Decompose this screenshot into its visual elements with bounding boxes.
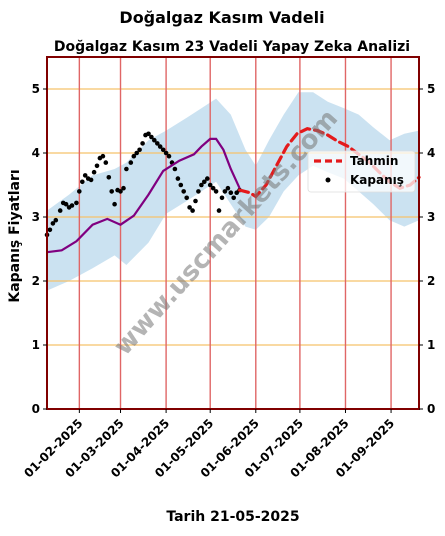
y-tick-label: 1 bbox=[32, 338, 40, 352]
y-tick-label-right: 5 bbox=[427, 82, 435, 96]
close-point bbox=[157, 144, 163, 149]
legend-box bbox=[307, 150, 416, 193]
close-point bbox=[172, 166, 178, 172]
close-point bbox=[207, 182, 213, 188]
y-axis-left: 0 1 2 3 4 5 bbox=[32, 82, 47, 416]
close-point bbox=[53, 217, 59, 223]
close-point bbox=[205, 176, 210, 181]
close-point bbox=[146, 131, 151, 137]
y-axis-right: 0 1 2 3 4 5 bbox=[419, 82, 435, 416]
close-point bbox=[175, 176, 181, 181]
close-point bbox=[131, 153, 137, 159]
close-point bbox=[63, 201, 69, 207]
close-point bbox=[199, 182, 204, 188]
y-tick-label-right: 4 bbox=[427, 146, 435, 160]
close-point bbox=[57, 208, 63, 213]
close-point bbox=[112, 201, 117, 207]
y-axis-label: Kapanış Fiyatları bbox=[7, 169, 23, 302]
confidence-band bbox=[47, 92, 419, 291]
close-point bbox=[118, 189, 123, 194]
close-point bbox=[109, 189, 114, 194]
close-point bbox=[196, 189, 201, 194]
close-point bbox=[134, 150, 139, 156]
close-point bbox=[80, 179, 85, 185]
close-point bbox=[77, 189, 82, 194]
close-point bbox=[103, 160, 109, 165]
y-tick-label: 3 bbox=[32, 210, 40, 224]
legend-close-swatch bbox=[325, 177, 331, 183]
close-point bbox=[140, 141, 145, 146]
close-point bbox=[47, 227, 53, 233]
y-tick-label-right: 0 bbox=[427, 402, 435, 416]
close-point bbox=[128, 160, 134, 165]
close-point bbox=[181, 189, 186, 194]
close-point bbox=[178, 182, 184, 188]
grid-lines bbox=[47, 57, 419, 409]
close-point bbox=[231, 195, 236, 201]
close-point bbox=[210, 185, 216, 191]
close-point bbox=[193, 198, 198, 204]
y-tick-label-right: 2 bbox=[427, 274, 435, 288]
close-point bbox=[91, 169, 97, 175]
close-point bbox=[94, 163, 100, 169]
close-point bbox=[219, 195, 225, 201]
close-point bbox=[166, 153, 172, 159]
close-point bbox=[187, 205, 192, 210]
close-point bbox=[106, 175, 112, 180]
close-point bbox=[222, 189, 228, 194]
close-point bbox=[74, 200, 79, 206]
close-point bbox=[152, 137, 157, 143]
series-layer bbox=[44, 127, 421, 254]
band-area bbox=[47, 92, 419, 291]
close-point bbox=[228, 190, 234, 195]
y-tick-label-right: 1 bbox=[427, 338, 435, 352]
close-point bbox=[137, 147, 142, 153]
close-point bbox=[155, 141, 160, 146]
close-point bbox=[82, 173, 88, 178]
y-tick-label: 0 bbox=[32, 402, 40, 416]
y-tick-label: 5 bbox=[32, 82, 40, 96]
legend-label: Tahmin bbox=[350, 154, 398, 168]
close-point bbox=[50, 221, 56, 226]
y-tick-label-right: 3 bbox=[427, 210, 435, 224]
close-point bbox=[121, 185, 126, 191]
y-tick-label: 2 bbox=[32, 274, 40, 288]
close-point bbox=[160, 147, 166, 153]
close-point bbox=[213, 189, 219, 194]
close-point bbox=[149, 134, 154, 140]
close-point bbox=[225, 185, 231, 191]
chart-title: Doğalgaz Kasım 23 Vadeli Yapay Zeka Anal… bbox=[54, 39, 410, 55]
trend-line bbox=[46, 137, 241, 254]
x-axis: 01-02-202501-03-202501-04-202501-05-2025… bbox=[21, 409, 397, 480]
close-point bbox=[69, 203, 75, 208]
x-axis-label: Tarih 21-05-2025 bbox=[166, 509, 299, 525]
close-point bbox=[163, 150, 169, 156]
close-point bbox=[216, 208, 222, 213]
legend: Tahmin Kapanış bbox=[307, 150, 416, 193]
y-tick-label: 4 bbox=[32, 146, 40, 160]
close-point bbox=[88, 177, 94, 183]
close-point bbox=[202, 179, 207, 185]
frame-border bbox=[46, 56, 420, 410]
plot-frame bbox=[46, 56, 420, 410]
close-point bbox=[184, 195, 189, 201]
chart-suptitle: Doğalgaz Kasım Vadeli bbox=[119, 8, 324, 27]
close-point bbox=[190, 208, 195, 213]
close-point bbox=[124, 166, 129, 172]
legend-label: Kapanış bbox=[350, 173, 404, 187]
close-point bbox=[100, 153, 106, 159]
